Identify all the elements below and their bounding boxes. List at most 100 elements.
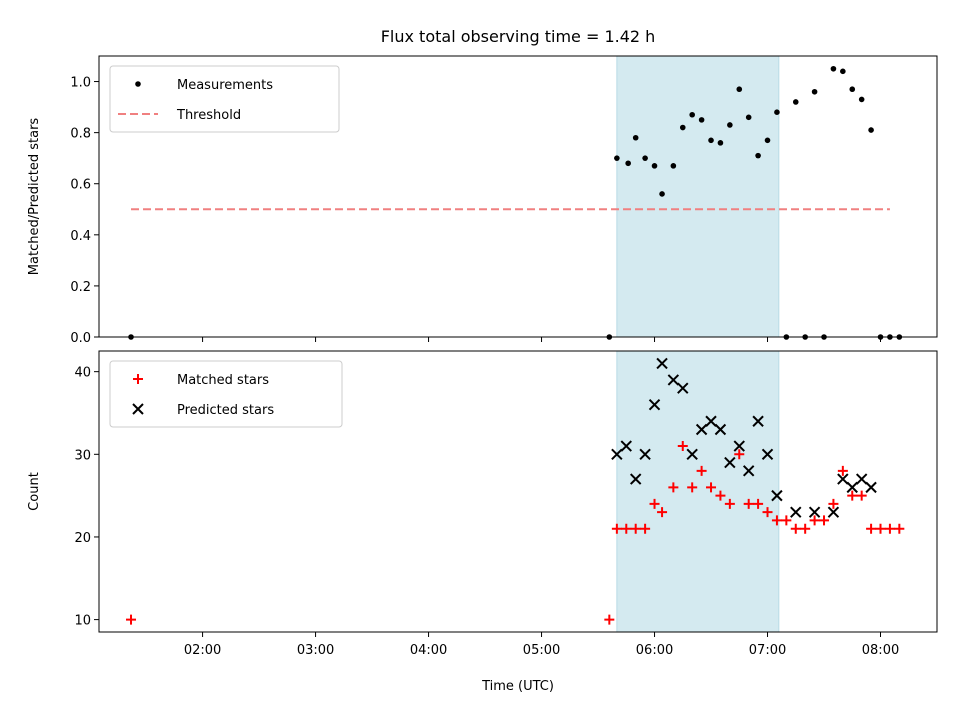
y-tick-label: 0.2 <box>70 280 91 295</box>
matched-stars-point <box>771 515 782 526</box>
matched-stars-point <box>847 490 858 501</box>
measurement-point <box>849 86 856 93</box>
x-tick-label: 02:00 <box>184 643 221 658</box>
predicted-stars-point <box>705 415 717 427</box>
predicted-stars-point <box>771 489 783 502</box>
measurement-point <box>679 124 686 131</box>
predicted-stars-point <box>686 448 698 461</box>
shaded-interval <box>616 55 780 338</box>
plot-frame <box>98 350 938 633</box>
matched-stars-point <box>875 523 886 534</box>
predicted-stars-point <box>714 423 727 436</box>
measurement-point <box>764 137 771 144</box>
measurement-point <box>774 109 780 115</box>
matched-stars-point <box>894 523 905 534</box>
measurement-point <box>840 68 846 75</box>
x-tick-label: 04:00 <box>410 643 447 658</box>
legend-box <box>109 65 340 133</box>
matched-stars-point <box>630 523 641 534</box>
predicted-stars-point <box>752 415 764 427</box>
matched-stars-point <box>687 482 698 493</box>
matched-stars-point <box>762 507 773 518</box>
x-tick-label: 06:00 <box>636 643 673 658</box>
y-tick-label: 10 <box>74 614 91 629</box>
matched-stars-point <box>611 523 622 534</box>
y-tick-label: 1.0 <box>70 76 91 91</box>
predicted-stars-point <box>742 465 755 477</box>
x-axis-label: Time (UTC) <box>481 679 554 694</box>
legend-swatch <box>132 403 144 415</box>
matched-stars-point <box>753 498 764 509</box>
matched-stars-point <box>809 515 820 526</box>
predicted-stars-point <box>808 506 821 518</box>
predicted-stars-point <box>656 357 668 370</box>
matched-stars-point <box>126 614 137 625</box>
measurement-point <box>830 65 837 72</box>
predicted-stars-point <box>855 473 868 485</box>
ratio-panel: 0.0 0.2 0.4 0.6 0.8 1.0 Matched/Predicted star… <box>27 55 938 346</box>
measurement-point <box>745 114 752 121</box>
predicted-stars-point <box>790 506 802 518</box>
matched-stars-point <box>828 498 839 509</box>
predicted-stars-point <box>648 399 661 411</box>
predicted-stars-point <box>611 448 623 461</box>
predicted-stars-point <box>846 481 858 494</box>
matched-stars-point <box>856 490 867 501</box>
measurement-point <box>625 160 631 167</box>
legend: Matched stars Predicted stars <box>109 360 343 428</box>
measurement-point <box>755 152 761 159</box>
matched-stars-point <box>884 523 895 534</box>
legend-label: Measurements <box>177 78 273 93</box>
measurement-point <box>670 163 677 169</box>
predicted-stars-point <box>620 440 632 452</box>
predicted-stars-point <box>667 374 680 386</box>
x-tick-label: 05:00 <box>523 643 560 658</box>
x-tick-label: 08:00 <box>862 643 899 658</box>
predicted-stars-point <box>677 382 689 394</box>
y-tick-label: 0.4 <box>70 229 91 244</box>
matched-stars-point <box>724 498 735 509</box>
y-tick-label: 0.8 <box>70 127 91 142</box>
legend-swatch <box>133 374 143 384</box>
legend-label: Predicted stars <box>177 403 274 418</box>
count-panel: 10 20 30 40 02:00 03:00 04:00 05:00 06:00 07:00 08… <box>27 350 938 658</box>
matched-stars-point <box>657 507 668 518</box>
measurement-point <box>632 134 639 141</box>
predicted-stars-point <box>837 473 849 485</box>
measurement-point <box>858 96 865 103</box>
y-tick-label: 0.0 <box>70 331 91 346</box>
matched-stars-point <box>743 498 754 509</box>
matched-stars-point <box>640 523 651 534</box>
predicted-stars-point <box>733 440 745 452</box>
y-axis-label: Matched/Predicted stars <box>27 118 42 276</box>
y-axis-label: Count <box>27 472 42 511</box>
measurement-point <box>717 140 724 146</box>
matched-stars-point <box>866 523 877 534</box>
measurement-point <box>708 137 714 144</box>
measurement-point <box>659 191 665 197</box>
predicted-stars-point <box>695 423 708 436</box>
matched-stars-point <box>604 614 615 625</box>
measurement-point <box>614 155 620 161</box>
predicted-stars-point <box>761 448 774 461</box>
predicted-stars-point <box>724 456 736 469</box>
matched-stars-point <box>668 482 679 493</box>
matched-stars-point <box>781 515 792 526</box>
matched-stars-point <box>800 523 811 534</box>
legend-swatch <box>135 81 141 87</box>
measurement-point <box>811 88 818 95</box>
predicted-stars-point <box>827 506 840 518</box>
matched-stars-point <box>696 465 707 476</box>
measurement-point <box>736 86 743 93</box>
measurement-point <box>727 122 733 128</box>
matched-stars-point <box>621 523 632 534</box>
measurement-point <box>651 163 658 169</box>
y-tick-label: 30 <box>74 448 91 463</box>
legend: Measurements Threshold <box>109 65 340 133</box>
chart-title: Flux total observing time = 1.42 h <box>381 27 656 46</box>
x-tick-label: 07:00 <box>749 643 786 658</box>
measurement-point <box>868 127 874 133</box>
measurement-point <box>792 99 799 105</box>
shaded-interval <box>616 350 780 633</box>
